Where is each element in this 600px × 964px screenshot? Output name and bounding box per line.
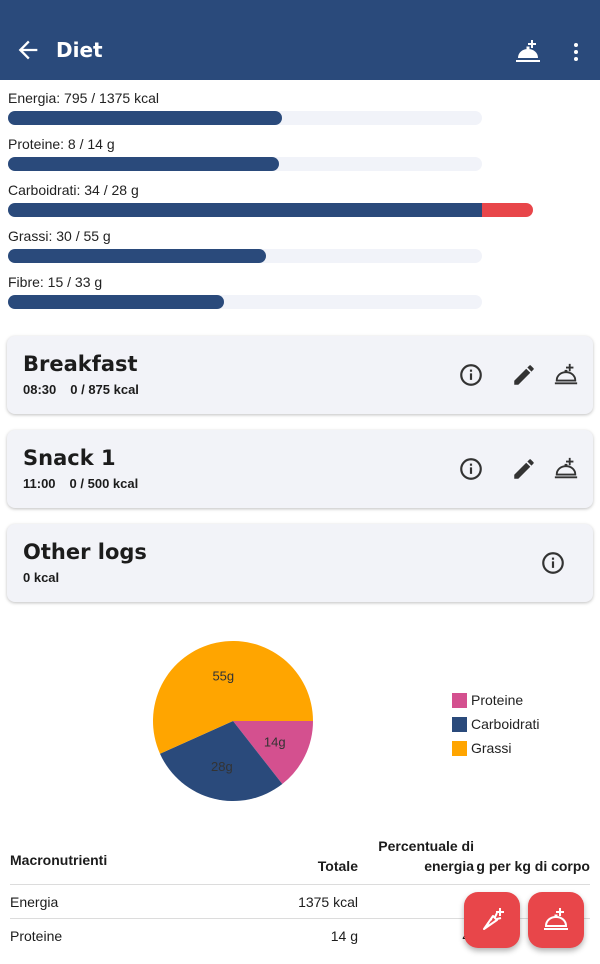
nutrient-row-fibre: Fibre: 15 / 33 g bbox=[8, 272, 592, 318]
pie-data-label: 14g bbox=[264, 734, 286, 749]
column-header: Percentuale di energia bbox=[378, 838, 474, 874]
progress-fill bbox=[8, 249, 267, 263]
table-cell: 14 g bbox=[210, 918, 358, 953]
meal-card-snack[interactable]: Snack 1 11:00 0 / 500 kcal bbox=[7, 430, 593, 508]
info-icon[interactable] bbox=[458, 456, 484, 482]
nutrient-progress-bar bbox=[8, 157, 482, 171]
column-header: g per kg di corpo bbox=[476, 858, 590, 874]
table-cell: 1375 kcal bbox=[210, 884, 358, 919]
meal-card-breakfast[interactable]: Breakfast 08:30 0 / 875 kcal bbox=[7, 336, 593, 414]
table-cell: Energia bbox=[10, 884, 210, 919]
meal-title: Other logs bbox=[23, 540, 147, 564]
nutrient-progress-list: Energia: 795 / 1375 kcal Proteine: 8 / 1… bbox=[8, 88, 592, 318]
meal-kcal: 0 / 500 kcal bbox=[69, 476, 139, 491]
nutrient-label: Carboidrati: 34 / 28 g bbox=[8, 182, 139, 198]
table-cell: 4. bbox=[358, 918, 474, 953]
add-food-icon[interactable] bbox=[553, 456, 579, 482]
meal-subtitle: 08:30 0 / 875 kcal bbox=[23, 382, 153, 397]
legend-swatch bbox=[452, 692, 467, 708]
edit-icon[interactable] bbox=[511, 456, 537, 482]
legend-item-grassi: Grassi bbox=[452, 736, 539, 760]
add-meal-icon bbox=[544, 908, 568, 930]
info-icon[interactable] bbox=[540, 550, 566, 576]
info-icon[interactable] bbox=[458, 362, 484, 388]
legend-label: Carboidrati bbox=[471, 716, 540, 732]
app-bar: Diet bbox=[0, 0, 600, 80]
pie-slice-grassi bbox=[153, 641, 313, 754]
macronutrient-pie-chart: 14g 28g 55g bbox=[153, 641, 313, 801]
pie-slice-carboidrati bbox=[159, 721, 283, 801]
column-header: Totale bbox=[317, 858, 358, 874]
progress-fill bbox=[8, 157, 279, 171]
carrot-add-icon bbox=[483, 908, 504, 930]
meal-kcal: 0 kcal bbox=[23, 570, 60, 585]
legend-label: Proteine bbox=[471, 692, 524, 708]
nutrient-label: Grassi: 30 / 55 g bbox=[8, 228, 111, 244]
legend-item-proteine: Proteine bbox=[452, 688, 539, 712]
nutrient-row-energia: Energia: 795 / 1375 kcal bbox=[8, 88, 592, 134]
table-cell: Proteine bbox=[10, 918, 210, 953]
nutrient-row-proteine: Proteine: 8 / 14 g bbox=[8, 134, 592, 180]
meal-title: Breakfast bbox=[23, 352, 138, 376]
table-cell bbox=[358, 884, 474, 919]
legend-swatch bbox=[452, 716, 467, 732]
meal-time: 11:00 bbox=[23, 476, 56, 491]
progress-fill bbox=[8, 295, 224, 309]
nutrient-progress-bar bbox=[8, 111, 482, 125]
meal-time: 08:30 bbox=[23, 382, 57, 397]
chart-legend: Proteine Carboidrati Grassi bbox=[452, 688, 539, 760]
add-food-icon[interactable] bbox=[553, 362, 579, 388]
nutrient-progress-bar bbox=[8, 295, 482, 309]
nutrient-progress-bar bbox=[8, 203, 533, 217]
pie-slice-proteine bbox=[233, 721, 313, 785]
table-header-row: Macronutrienti Totale Percentuale di ene… bbox=[10, 836, 590, 885]
add-food-fab[interactable] bbox=[464, 892, 520, 948]
nutrient-label: Fibre: 15 / 33 g bbox=[8, 274, 103, 290]
legend-swatch bbox=[452, 740, 467, 756]
nutrient-label: Energia: 795 / 1375 kcal bbox=[8, 90, 159, 106]
meal-subtitle: 0 kcal bbox=[23, 570, 73, 585]
progress-over bbox=[482, 203, 533, 217]
legend-item-carboidrati: Carboidrati bbox=[452, 712, 539, 736]
pie-data-label: 28g bbox=[211, 759, 233, 774]
pie-data-label: 55g bbox=[212, 669, 234, 684]
column-header: Macronutrienti bbox=[10, 852, 108, 868]
meal-kcal: 0 / 875 kcal bbox=[70, 382, 139, 397]
meal-subtitle: 11:00 0 / 500 kcal bbox=[23, 476, 152, 491]
more-options-icon[interactable] bbox=[564, 38, 588, 66]
add-meal-icon[interactable] bbox=[514, 38, 542, 66]
macronutrient-table: Macronutrienti Totale Percentuale di ene… bbox=[10, 836, 590, 953]
nutrient-row-carboidrati: Carboidrati: 34 / 28 g bbox=[8, 180, 592, 226]
add-meal-fab[interactable] bbox=[528, 892, 584, 948]
legend-label: Grassi bbox=[471, 740, 512, 756]
page-title: Diet bbox=[56, 38, 103, 62]
meal-card-other-logs[interactable]: Other logs 0 kcal bbox=[7, 524, 593, 602]
progress-fill bbox=[8, 203, 482, 217]
edit-icon[interactable] bbox=[511, 362, 537, 388]
meal-title: Snack 1 bbox=[23, 446, 116, 470]
nutrient-label: Proteine: 8 / 14 g bbox=[8, 136, 115, 152]
nutrient-row-grassi: Grassi: 30 / 55 g bbox=[8, 226, 592, 272]
back-arrow-icon[interactable] bbox=[14, 36, 42, 64]
nutrient-progress-bar bbox=[8, 249, 482, 263]
progress-fill bbox=[8, 111, 282, 125]
